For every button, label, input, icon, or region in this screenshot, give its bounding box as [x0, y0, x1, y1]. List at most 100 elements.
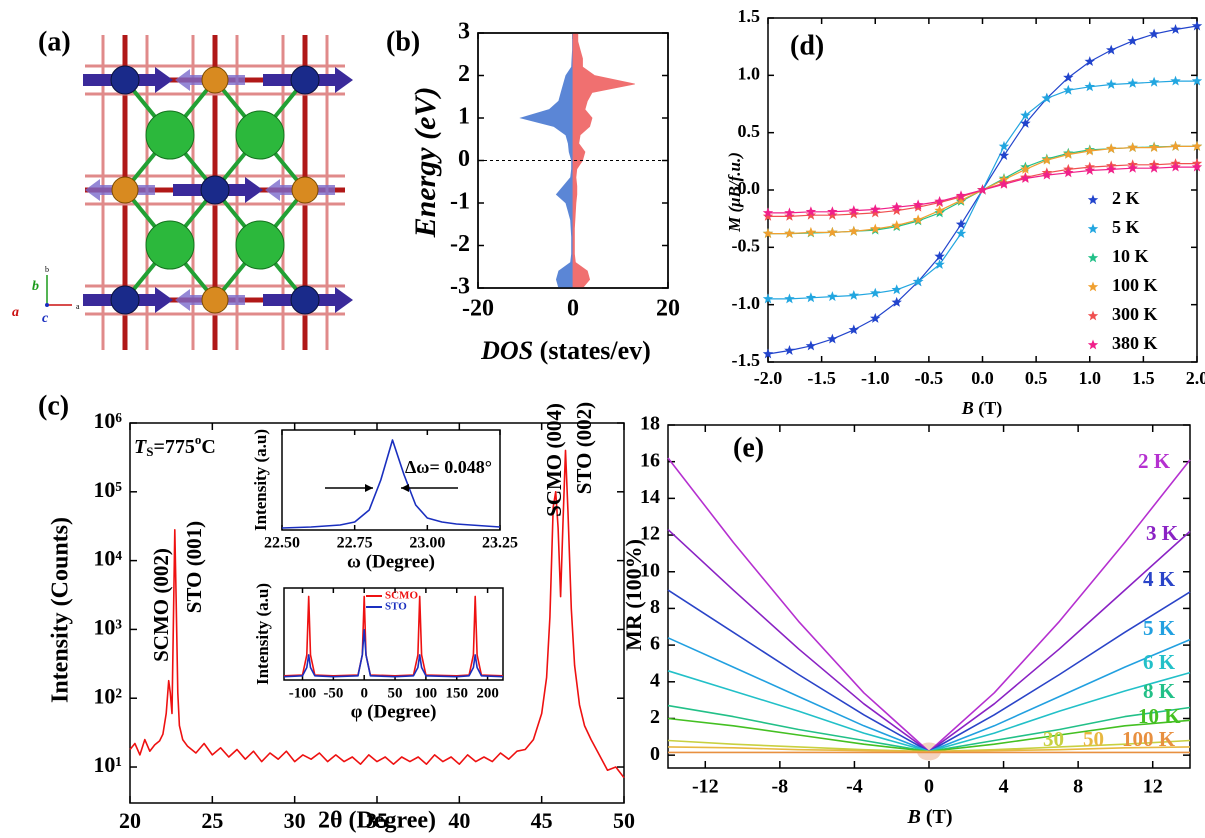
marker: [762, 210, 774, 221]
y-tick-label: 10⁵: [93, 477, 122, 502]
x-tick-label: 150: [445, 685, 468, 701]
series-label: 2 K: [1138, 449, 1171, 473]
marker: [1020, 110, 1031, 120]
y-tick-label: 10⁶: [93, 408, 122, 433]
x-tick-label: 0: [567, 296, 579, 322]
legend-label: SCMO: [385, 590, 418, 602]
marker: [1084, 165, 1095, 175]
y-tick-label: -3: [450, 274, 470, 300]
y-tick-label: 8: [650, 596, 660, 618]
marker: [805, 292, 817, 303]
x-tick-label: 22.75: [337, 535, 373, 552]
marker: [827, 333, 838, 344]
marker: [1084, 81, 1095, 92]
marker: [1127, 142, 1138, 152]
marker: [1106, 163, 1117, 174]
marker: [1041, 169, 1053, 180]
y-tick-label: 10: [640, 559, 660, 581]
axis-label: SCMO (004): [542, 403, 566, 517]
data-line: [667, 746, 1191, 753]
y-tick-label: 3: [458, 19, 470, 45]
marker: [784, 207, 795, 218]
marker: [848, 290, 859, 300]
y-tick-label: -1: [450, 189, 470, 215]
x-tick-label: -0.5: [915, 368, 944, 388]
y-tick-label: 0.0: [738, 178, 761, 198]
atom-large: [235, 110, 285, 160]
x-tick-label: 2.0: [1186, 368, 1205, 388]
label-part: (states/ev): [533, 336, 651, 365]
atom: [201, 286, 229, 314]
axis-label: b: [32, 279, 39, 294]
y-tick-label: 2: [650, 706, 660, 728]
marker: [1191, 75, 1203, 86]
marker: [1170, 75, 1181, 86]
legend-marker: [1087, 310, 1099, 321]
marker: [827, 291, 838, 302]
axis-label: B (T): [906, 806, 952, 828]
arrow-head: [365, 484, 373, 492]
marker: [784, 345, 795, 355]
atom: [290, 285, 320, 315]
marker: [1084, 145, 1095, 156]
x-tick-label: 50: [388, 685, 403, 701]
plot-frame: [477, 32, 669, 289]
x-tick-label: 4: [999, 776, 1009, 798]
marker: [1020, 118, 1031, 128]
x-tick-label: 0.5: [1025, 368, 1048, 388]
data-line: [283, 629, 504, 678]
y-tick-label: -0.5: [732, 235, 761, 255]
marker: [955, 218, 967, 229]
marker: [805, 340, 817, 351]
atom-large: [145, 220, 195, 270]
x-tick-label: -2.0: [754, 368, 783, 388]
marker: [784, 228, 795, 238]
marker: [891, 296, 902, 307]
x-tick-label: 1.5: [1132, 368, 1155, 388]
legend-label: 5 K: [1112, 217, 1140, 237]
marker: [848, 208, 859, 219]
marker: [955, 228, 967, 238]
marker: [870, 287, 881, 298]
panel-label: (b): [386, 26, 420, 57]
legend-label: 100 K: [1112, 275, 1158, 295]
x-tick-label: 0: [360, 685, 368, 701]
marker: [1106, 79, 1117, 89]
ts-label-part: S: [146, 444, 153, 459]
x-tick-label: -50: [323, 685, 343, 701]
axis-label: DOS (states/ev): [480, 336, 651, 365]
legend-marker: [1087, 252, 1099, 263]
dos-area: [519, 32, 574, 289]
series-label: 4 K: [1143, 567, 1176, 591]
axis-label: a: [12, 305, 19, 320]
atom: [201, 66, 229, 94]
marker: [1127, 77, 1138, 88]
y-tick-label: 14: [640, 486, 660, 508]
marker: [827, 206, 838, 217]
y-tick-label: 0: [650, 743, 660, 765]
marker: [870, 312, 881, 323]
y-tick-label: 10³: [93, 614, 122, 639]
marker: [805, 209, 817, 220]
y-tick-label: 10⁴: [93, 546, 122, 571]
y-tick-label: 16: [640, 449, 660, 471]
y-tick-label: 10¹: [93, 752, 122, 777]
y-tick-label: -2: [450, 231, 470, 257]
x-tick-label: -4: [846, 776, 863, 798]
atom: [291, 176, 319, 204]
axis-label: M (μB/f.u.): [725, 152, 744, 233]
arrow-head: [401, 484, 409, 492]
ts-label-part: =775: [153, 436, 194, 458]
axis-label: STO (001): [182, 521, 206, 613]
x-tick-label: -20: [462, 296, 494, 322]
data-line: [281, 439, 501, 529]
legend-label: 10 K: [1112, 246, 1149, 266]
marker: [998, 178, 1010, 189]
marker: [1148, 142, 1160, 152]
y-tick-label: 18: [640, 413, 660, 435]
marker: [1063, 84, 1074, 95]
series-label: 30: [1043, 727, 1064, 751]
marker: [870, 204, 881, 214]
y-tick-label: 2: [458, 61, 470, 87]
